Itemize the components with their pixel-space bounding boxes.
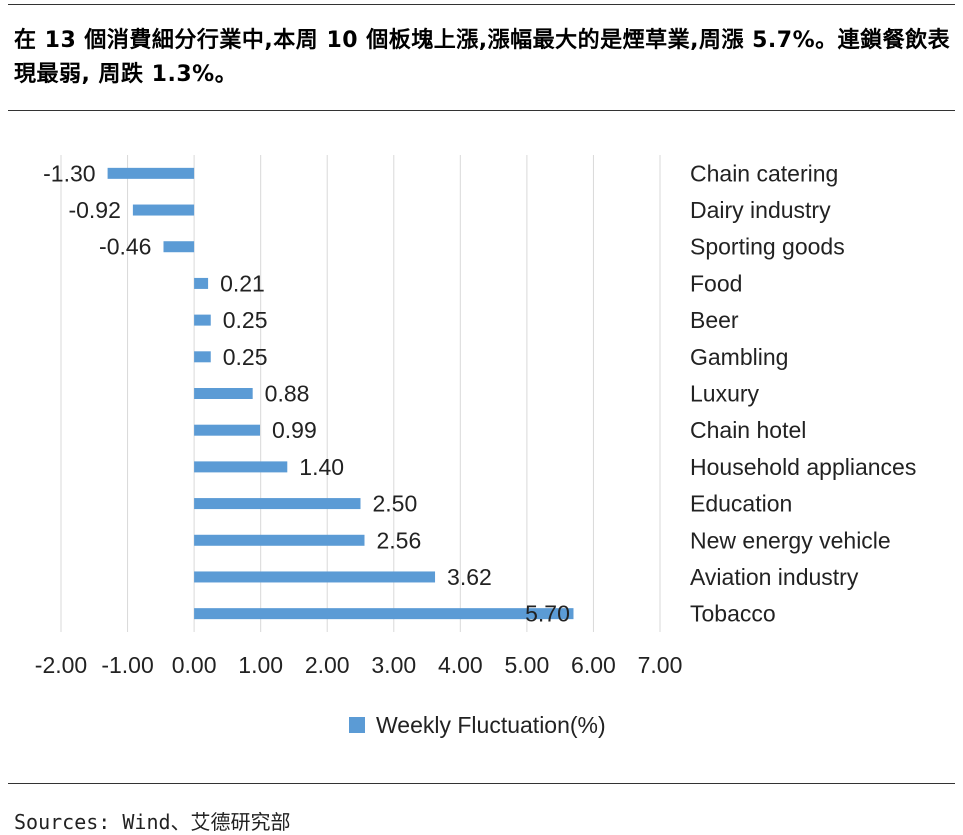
bars [107,167,574,620]
x-tick-label: 7.00 [638,652,683,678]
bar [194,461,288,473]
legend-label: Weekly Fluctuation(%) [376,712,606,738]
x-tick-label: -2.00 [35,652,87,678]
top-rule [8,4,955,5]
x-tick-label: 1.00 [238,652,283,678]
bar [194,314,211,326]
bar [194,277,209,289]
headline: 在 13 個消費細分行業中,本周 10 個板塊上漲,漲幅最大的是煙草業,周漲 5… [14,28,951,87]
category-labels: Chain catering Dairy industry Sporting goo… [690,160,916,626]
headline-divider [8,110,955,111]
x-tick-label: 5.00 [505,652,550,678]
category-label: Education [690,491,792,517]
bar [194,571,436,583]
bar [194,388,253,399]
x-tick-label: 6.00 [571,652,616,678]
value-label: 5.70 [525,601,570,627]
value-label: 0.25 [223,344,268,370]
category-label: Aviation industry [690,564,859,590]
category-label: Chain hotel [690,417,806,443]
value-labels: -1.30 -0.92 -0.46 0.21 0.25 0.25 0.88 0.99 1.40 2… [43,160,570,626]
value-label: 0.88 [265,381,310,407]
bar [194,351,211,363]
legend: Weekly Fluctuation(%) [349,712,606,738]
value-label: 0.21 [220,270,265,296]
value-label: 0.99 [272,417,317,443]
bar [194,534,365,546]
bar [132,204,195,216]
value-label: 2.56 [376,527,421,553]
x-tick-label: -1.00 [101,652,153,678]
category-label: Tobacco [690,601,776,627]
value-label: 0.25 [223,307,268,333]
value-label: 1.40 [299,454,344,480]
sources-note: Sources: Wind、艾德研究部 [14,810,291,834]
category-label: Chain catering [690,160,838,186]
category-label: Sporting goods [690,234,845,260]
bar [163,241,195,253]
category-label: Dairy industry [690,197,831,223]
value-label: 2.50 [373,491,418,517]
bar [194,608,574,620]
value-label: -1.30 [43,160,95,186]
category-label: New energy vehicle [690,527,891,553]
category-label: Food [690,270,742,296]
bar [194,498,361,510]
category-label: Gambling [690,344,788,370]
value-label: -0.92 [68,197,120,223]
x-tick-label: 4.00 [438,652,483,678]
category-label: Beer [690,307,739,333]
x-tick-label: 2.00 [305,652,350,678]
value-label: 3.62 [447,564,492,590]
x-tick-labels: -2.00 -1.00 0.00 1.00 2.00 3.00 4.00 5.00 6.00 7.… [35,652,683,678]
bar [194,424,261,436]
legend-swatch [349,717,365,733]
bar [107,167,195,179]
category-label: Luxury [690,381,760,407]
x-tick-label: 0.00 [172,652,217,678]
bar-chart: -1.30 -0.92 -0.46 0.21 0.25 0.25 0.88 0.99 1.40 2… [35,155,916,738]
x-tick-label: 3.00 [371,652,416,678]
grid-lines [60,155,661,632]
footer-rule [8,783,955,784]
value-label: -0.46 [99,234,151,260]
category-label: Household appliances [690,454,916,480]
